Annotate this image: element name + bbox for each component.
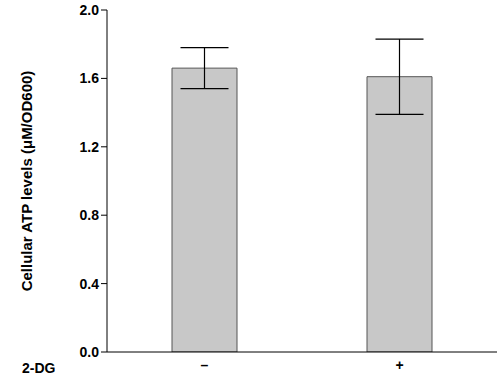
svg-text:2-DG: 2-DG [22, 360, 56, 376]
svg-text:Cellular ATP levels (μM/OD600): Cellular ATP levels (μM/OD600) [18, 71, 35, 292]
svg-text:1.6: 1.6 [80, 70, 100, 86]
svg-text:1.2: 1.2 [80, 139, 100, 155]
svg-text:0.0: 0.0 [80, 344, 100, 360]
svg-text:+: + [395, 357, 403, 373]
svg-text:–: – [201, 357, 209, 373]
svg-text:2.0: 2.0 [80, 2, 100, 18]
svg-text:0.4: 0.4 [80, 276, 100, 292]
svg-text:0.8: 0.8 [80, 207, 100, 223]
